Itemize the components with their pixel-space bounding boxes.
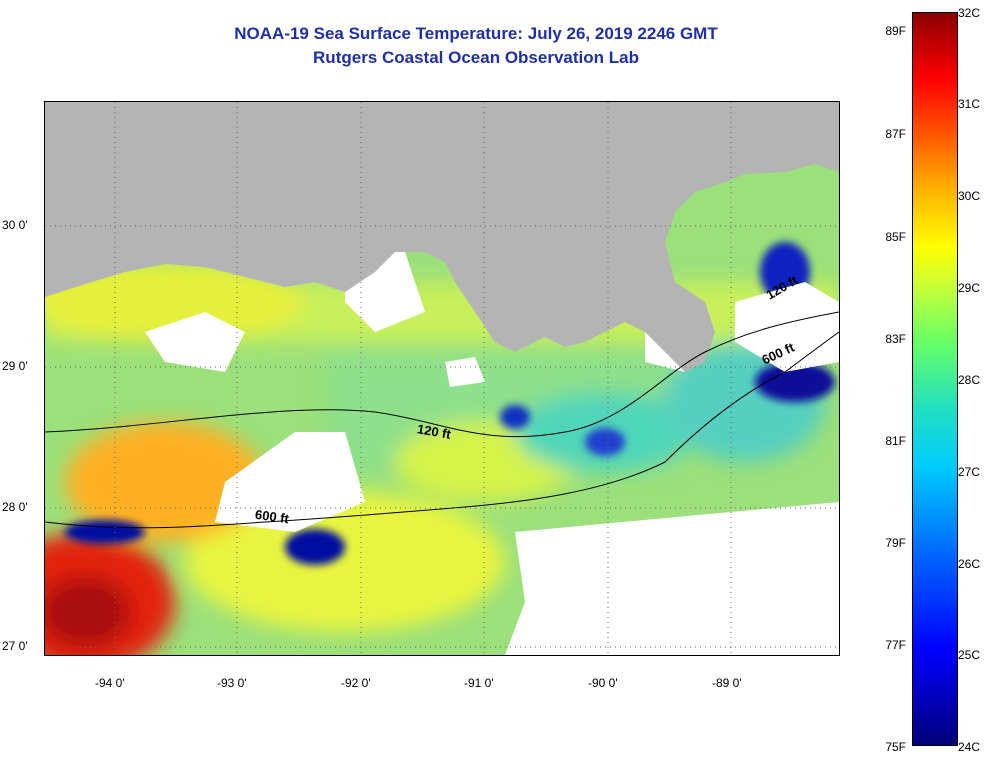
cloud-mask xyxy=(735,282,839,372)
map-subtitle: Rutgers Coastal Ocean Observation Lab xyxy=(313,48,639,67)
cold-spot xyxy=(585,428,625,456)
cloud-mask xyxy=(605,572,685,655)
cold-spot xyxy=(755,362,835,402)
colorbar-c-label: 27C xyxy=(958,465,981,479)
lon-label: -89 0' xyxy=(712,676,742,690)
colorbar-f-label: 87F xyxy=(885,127,906,141)
colorbar-c-label: 29C xyxy=(958,281,981,295)
colorbar-f-label: 81F xyxy=(885,434,906,448)
colorbar-f-label: 85F xyxy=(885,230,906,244)
lat-label: 27 0' xyxy=(2,639,28,653)
colorbar-f-label: 75F xyxy=(885,740,906,754)
lat-label: 29 0' xyxy=(2,359,28,373)
contour-600ft xyxy=(45,331,839,529)
lon-label: -92 0' xyxy=(341,676,371,690)
lat-label: 28 0' xyxy=(2,500,28,514)
contour-120ft xyxy=(45,311,839,438)
lat-label: 30 0' xyxy=(2,218,28,232)
cloud-mask xyxy=(445,357,485,387)
deep-red-patch xyxy=(45,577,130,647)
colorbar-c-label: 28C xyxy=(958,373,981,387)
colorbar-c-label: 26C xyxy=(958,557,981,571)
lon-label: -93 0' xyxy=(217,676,247,690)
sst-map: 120 ft 600 ft 600 ft 120 ft xyxy=(44,101,840,656)
cold-spot xyxy=(65,520,145,544)
colorbar-c-label: 31C xyxy=(958,97,981,111)
lon-label: -94 0' xyxy=(95,676,125,690)
land-mass xyxy=(45,102,839,372)
temperature-colorbar xyxy=(912,12,958,746)
cloud-mask xyxy=(145,312,245,372)
colorbar-c-label: 24C xyxy=(958,740,981,754)
colorbar-c-label: 30C xyxy=(958,189,981,203)
colorbar-f-label: 79F xyxy=(885,536,906,550)
map-title: NOAA-19 Sea Surface Temperature: July 26… xyxy=(234,24,718,43)
cloud-mask xyxy=(505,502,839,655)
lon-label: -90 0' xyxy=(588,676,618,690)
colorbar-f-label: 83F xyxy=(885,332,906,346)
colorbar-f-label: 77F xyxy=(885,638,906,652)
lon-label: -91 0' xyxy=(464,676,494,690)
cold-spot xyxy=(500,405,530,429)
yellow-coastal xyxy=(45,262,305,342)
colorbar-c-label: 32C xyxy=(958,6,981,20)
colorbar-c-label: 25C xyxy=(958,648,981,662)
colorbar-f-label: 89F xyxy=(885,24,906,38)
cold-spot xyxy=(285,529,345,565)
cloud-mask xyxy=(215,432,365,532)
